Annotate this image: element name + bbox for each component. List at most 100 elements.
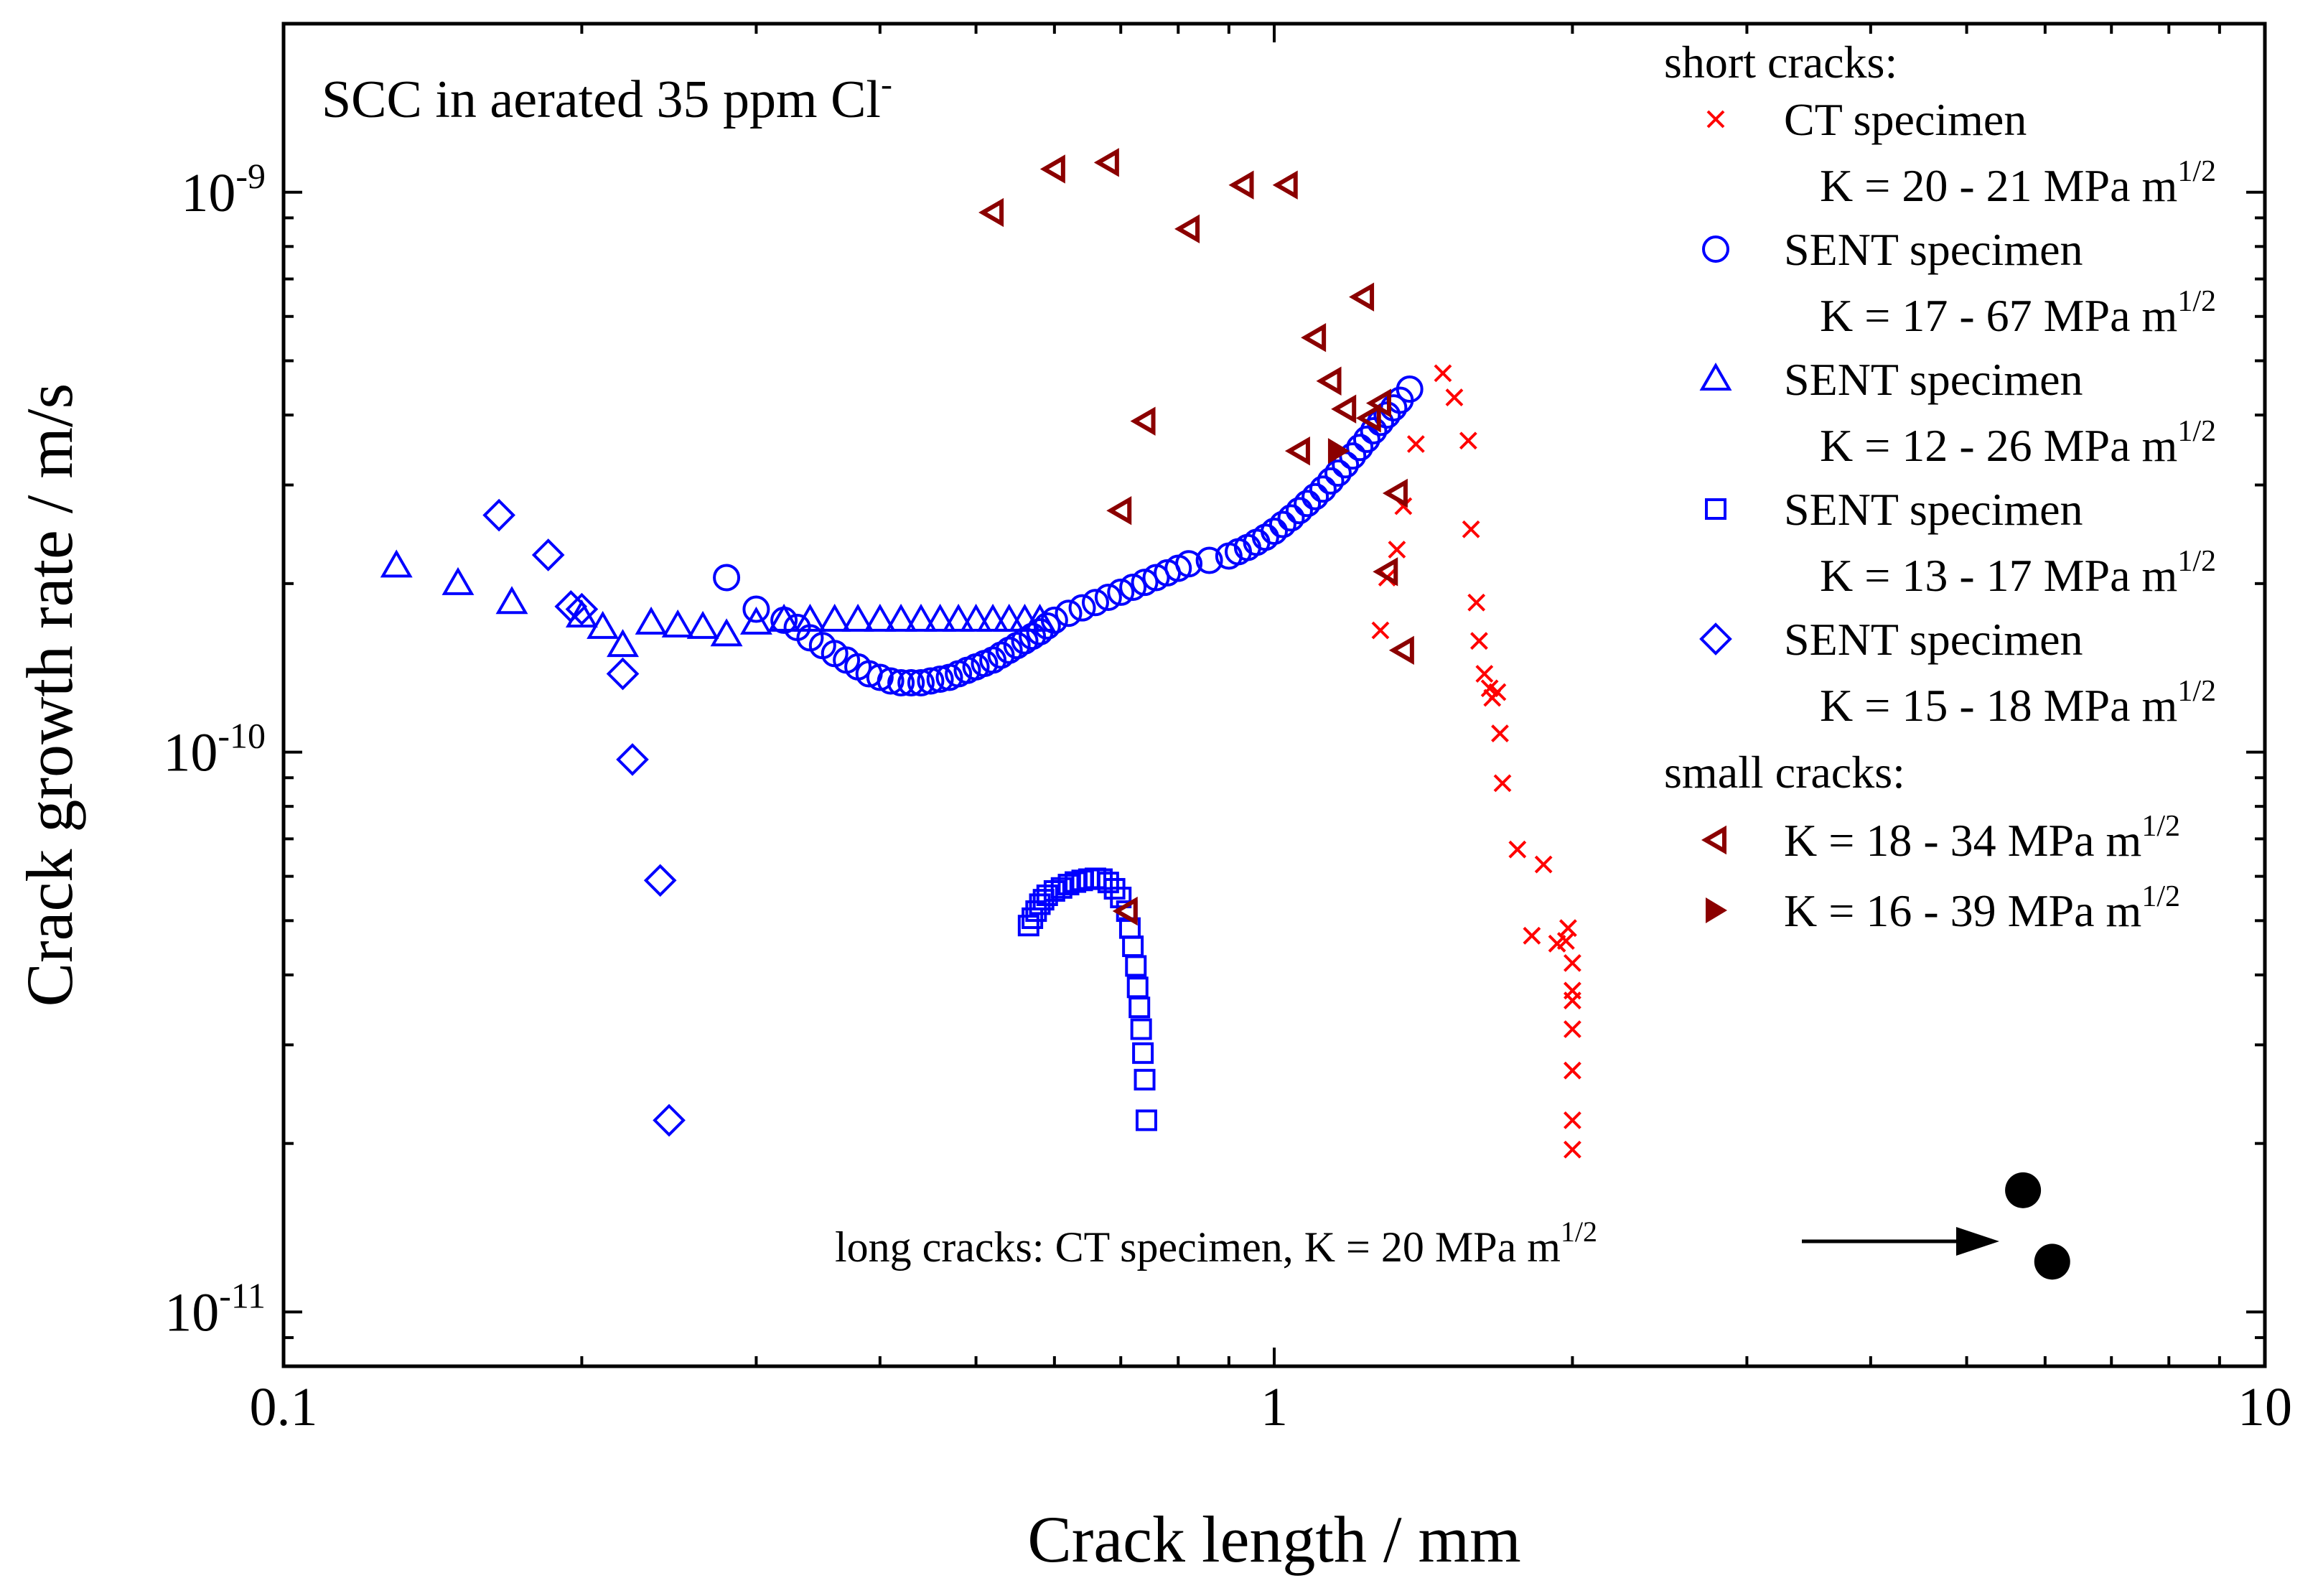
data-point-sent_circle bbox=[1352, 425, 1380, 453]
data-point-sent_diamond bbox=[606, 657, 640, 691]
data-point-small_open bbox=[1112, 896, 1138, 926]
data-point-sent_circle bbox=[917, 667, 945, 695]
legend-label: SENT specimen bbox=[1784, 614, 2083, 665]
data-point-sent_triangle bbox=[960, 603, 993, 632]
legend: short cracks: small cracks: CT specimen K… bbox=[1664, 37, 2216, 936]
data-point-sent_circle bbox=[1251, 523, 1279, 551]
data-point-sent_circle bbox=[1081, 589, 1109, 617]
data-point-sent_circle bbox=[1119, 573, 1147, 601]
data-point-sent_circle bbox=[1396, 375, 1424, 403]
data-point-sent_circle bbox=[1107, 578, 1135, 606]
data-point-small_open bbox=[1039, 154, 1065, 184]
data-point-sent_square bbox=[1130, 1018, 1152, 1040]
data-point-sent_square bbox=[1134, 1068, 1156, 1091]
data-point-sent_diamond bbox=[565, 592, 599, 626]
plot-annotation: SCC in aerated 35 ppm Cl- bbox=[322, 65, 892, 129]
data-point-sent_circle bbox=[1346, 434, 1374, 462]
data-point-ct_x bbox=[1445, 388, 1464, 407]
data-point-ct_x bbox=[1508, 840, 1527, 859]
legend-label: K = 16 - 39 MPa m1/2 bbox=[1784, 880, 2180, 936]
series-ct_x bbox=[1371, 364, 1581, 1159]
axis-ticks bbox=[282, 22, 2266, 1368]
data-point-small_open bbox=[1284, 436, 1310, 466]
legend-marker-sent_diamond bbox=[1699, 622, 1732, 655]
data-point-sent_diamond bbox=[616, 743, 649, 776]
legend-marker-ct_x bbox=[1706, 110, 1725, 129]
data-point-sent_triangle bbox=[441, 566, 475, 595]
data-point-sent_triangle bbox=[841, 603, 874, 632]
data-point-sent_triangle bbox=[793, 603, 826, 632]
data-point-sent_circle bbox=[1055, 599, 1083, 627]
data-point-sent_triangle bbox=[942, 603, 975, 632]
data-point-ct_x bbox=[1467, 593, 1486, 612]
data-point-sent_triangle bbox=[818, 603, 851, 632]
data-point-sent_circle bbox=[1268, 510, 1296, 538]
series-sent_circle bbox=[713, 375, 1424, 697]
legend-marker-sent_triangle bbox=[1699, 362, 1732, 391]
data-point-ct_x bbox=[1488, 683, 1507, 701]
data-point-sent_circle bbox=[1195, 546, 1223, 574]
data-point-ct_x bbox=[1564, 953, 1581, 972]
legend-k-range: K = 20 - 21 MPa m1/2 bbox=[1820, 155, 2216, 211]
data-point-small_open bbox=[978, 197, 1004, 228]
data-point-sent_triangle bbox=[905, 603, 938, 632]
data-point-ct_x bbox=[1470, 632, 1488, 650]
data-point-sent_circle bbox=[877, 667, 905, 695]
data-point-sent_square bbox=[1132, 1042, 1154, 1064]
data-point-sent_square bbox=[1128, 997, 1151, 1019]
legend-label: SENT specimen bbox=[1784, 484, 2083, 535]
y-tick-label: 10-9 bbox=[181, 156, 266, 223]
data-point-sent_triangle bbox=[607, 629, 640, 658]
legend-marker-small_filled bbox=[1706, 897, 1727, 923]
data-point-sent_square bbox=[1017, 915, 1039, 937]
x-tick-label: 0.1 bbox=[250, 1377, 318, 1437]
legend-k-range: K = 17 - 67 MPa m1/2 bbox=[1820, 285, 2216, 341]
data-point-sent_circle bbox=[897, 669, 925, 697]
long-cracks-arrow-head bbox=[1956, 1227, 1999, 1256]
data-point-sent_triangle bbox=[495, 586, 528, 615]
data-point-small_open bbox=[1316, 366, 1342, 396]
legend-marker-sent_square bbox=[1705, 498, 1726, 520]
data-point-sent_triangle bbox=[976, 603, 1009, 632]
y-tick-label: 10-11 bbox=[164, 1275, 266, 1343]
legend-label: SENT specimen bbox=[1784, 354, 2083, 405]
data-point-sent_circle bbox=[866, 663, 894, 691]
data-point-small_open bbox=[1382, 478, 1408, 508]
data-point-ct_x bbox=[1434, 364, 1452, 383]
data-point-ct_x bbox=[1493, 774, 1512, 793]
data-point-sent_square bbox=[1025, 900, 1047, 923]
data-point-sent_triangle bbox=[767, 603, 800, 632]
data-point-sent_circle bbox=[1019, 622, 1047, 650]
legend-label: K = 18 - 34 MPa m1/2 bbox=[1784, 810, 2180, 866]
series-small_open bbox=[978, 148, 1414, 926]
data-point-ct_x bbox=[1564, 1140, 1581, 1159]
data-point-sent_circle bbox=[1301, 482, 1329, 510]
data-point-sent_circle bbox=[1309, 475, 1337, 503]
legend-marker-small_open bbox=[1701, 825, 1726, 855]
data-point-small_open bbox=[1365, 388, 1391, 418]
data-point-sent_triangle bbox=[864, 603, 897, 632]
data-point-sent_diamond bbox=[554, 589, 588, 623]
legend-label: SENT specimen bbox=[1784, 224, 2083, 275]
data-point-ct_x bbox=[1534, 855, 1553, 874]
y-tick-label: 10-10 bbox=[163, 716, 266, 783]
data-point-small_open bbox=[1373, 557, 1398, 587]
data-point-ct_x bbox=[1406, 435, 1425, 453]
data-point-ct_x bbox=[1388, 541, 1406, 559]
data-point-small_open bbox=[1349, 282, 1375, 312]
tick-labels: 0.1 1 10 10-11 10-10 10-9 bbox=[163, 156, 2292, 1437]
data-point-sent_circle bbox=[1294, 490, 1322, 518]
data-point-sent_triangle bbox=[586, 610, 620, 639]
data-point-small_open bbox=[1174, 214, 1200, 244]
data-point-sent_circle bbox=[1068, 594, 1096, 622]
data-point-sent_triangle bbox=[884, 603, 917, 632]
legend-label: CT specimen bbox=[1784, 94, 2027, 145]
data-point-sent_circle bbox=[1040, 606, 1068, 634]
data-point-sent_circle bbox=[1360, 416, 1388, 444]
data-point-sent_circle bbox=[926, 665, 954, 693]
x-axis-title: Crack length / mm bbox=[1027, 1503, 1520, 1576]
data-point-sent_circle bbox=[1285, 497, 1313, 525]
data-point-small_filled bbox=[1327, 438, 1350, 465]
y-axis-title: Crack growth rate / m/s bbox=[13, 383, 86, 1007]
